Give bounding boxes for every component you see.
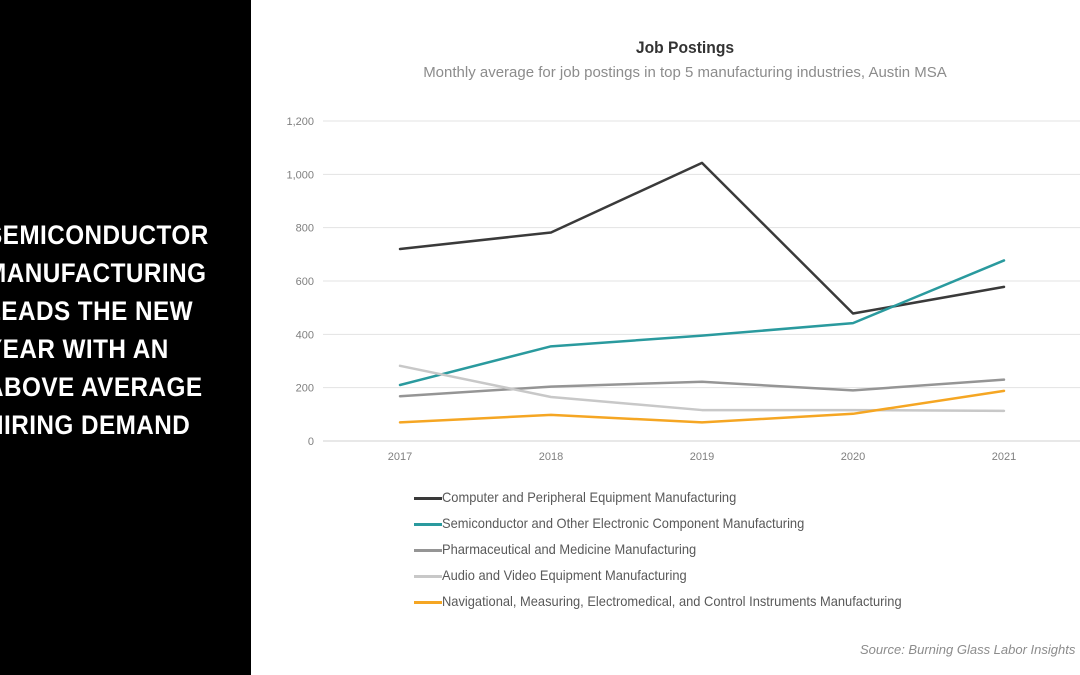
headline-line: LEADS THE NEW [0,296,194,326]
chart-title: Job Postings [635,38,735,57]
series-line [398,364,1006,413]
legend-swatch [414,601,442,604]
chart-subtitle: Monthly average for job postings in top … [423,64,947,81]
y-tick-label: 200 [296,383,314,395]
headline-text: SEMICONDUCTOR MANUFACTURING LEADS THE NE… [0,216,251,444]
legend-label: Computer and Peripheral Equipment Manufa… [442,489,737,505]
headline-panel: SEMICONDUCTOR MANUFACTURING LEADS THE NE… [0,0,251,675]
legend-label: Pharmaceutical and Medicine Manufacturin… [442,541,697,557]
y-tick-label: 0 [308,436,314,448]
y-tick-label: 600 [296,276,314,288]
legend-swatch [414,549,442,552]
y-tick-label: 1,200 [286,116,314,128]
source-note: Source: Burning Glass Labor Insights [860,642,1076,657]
x-tick-label: 2017 [388,451,412,463]
y-tick-label: 800 [296,223,314,235]
legend-swatch [414,497,442,500]
x-tick-label: 2021 [992,451,1016,463]
series-line [398,389,1006,424]
y-tick-label: 1,000 [286,169,314,181]
legend-label: Semiconductor and Other Electronic Compo… [442,515,805,531]
y-tick-label: 400 [296,329,314,341]
headline-line: MANUFACTURING [0,258,207,288]
legend-label: Navigational, Measuring, Electromedical,… [442,593,902,609]
series-line [398,161,1006,315]
headline-line: SEMICONDUCTOR [0,220,209,250]
legend-label: Audio and Video Equipment Manufacturing [442,567,687,583]
headline-line: YEAR WITH AN [0,334,169,364]
x-tick-label: 2018 [539,451,563,463]
legend-swatch [414,575,442,578]
series-line [398,259,1006,387]
series-line [398,378,1006,398]
headline-line: ABOVE AVERAGE [0,372,203,402]
headline-line: HIRING DEMAND [0,410,191,440]
legend-swatch [414,523,442,526]
x-tick-label: 2020 [841,451,865,463]
x-tick-label: 2019 [690,451,714,463]
